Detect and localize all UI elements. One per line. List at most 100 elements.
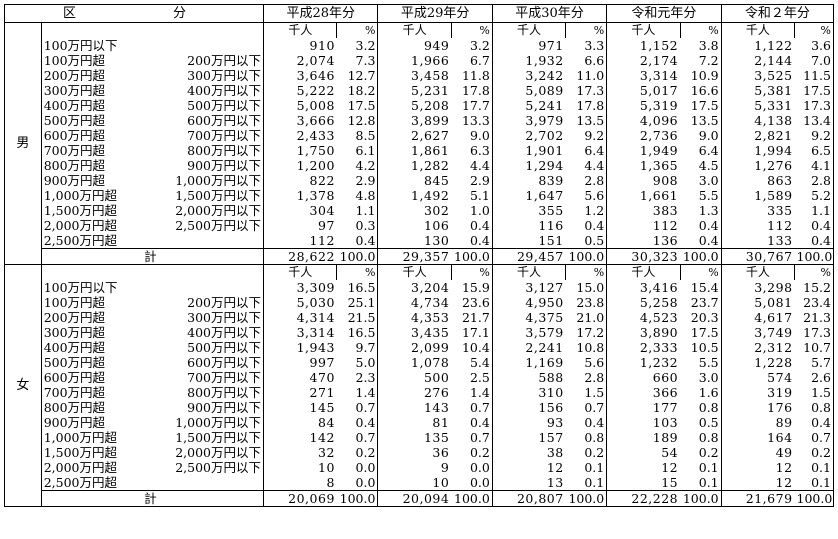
- count-cell: 176: [767, 400, 793, 415]
- table-row: 200万円超 300万円以下 4,314 21.5 4,353 21.7 4,375 21.0…: [5, 310, 834, 325]
- percent-cell: 17.3: [794, 98, 834, 113]
- percent-cell: 17.8: [451, 83, 493, 98]
- unit-count-label: 千人: [492, 22, 567, 38]
- income-bracket-label: 200万円超 300万円以下: [41, 310, 265, 325]
- bracket-upper: 200万円以下: [187, 295, 262, 310]
- count-cell: 3,242: [525, 68, 564, 83]
- percent-cell: 6.1: [336, 143, 379, 158]
- unit-pct-label: %: [565, 264, 608, 280]
- percent-cell: 6.6: [565, 53, 608, 68]
- percent-cell: 10.8: [565, 340, 608, 355]
- income-bracket-label: 800万円超 900万円以下: [41, 158, 265, 173]
- percent-cell: 0.4: [794, 415, 834, 430]
- header-year-3: 平成30年分: [492, 4, 608, 23]
- percent-cell: 12.7: [336, 68, 379, 83]
- percent-cell: 1.4: [336, 385, 379, 400]
- count-cell: 3,314: [296, 325, 335, 340]
- count-cell: 93: [546, 415, 564, 430]
- bracket-lower: 800万円超: [43, 400, 106, 415]
- percent-cell: 0.4: [451, 233, 493, 249]
- percent-cell: 10.9: [680, 68, 722, 83]
- bracket-lower: 400万円超: [43, 340, 106, 355]
- bracket-lower: 800万円超: [43, 158, 106, 173]
- total-label: 計: [41, 248, 265, 265]
- table-row: 100万円以下 910 3.2 949 3.2 971 3.3 1,152 3.8 1,122 3.…: [5, 38, 834, 53]
- percent-cell: 23.4: [794, 295, 834, 310]
- count-cell: 2,099: [411, 340, 450, 355]
- count-cell: 271: [309, 385, 335, 400]
- bracket-lower: 100万円超: [43, 295, 106, 310]
- count-cell: 89: [775, 415, 793, 430]
- count-cell: 143: [423, 400, 450, 415]
- unit-pct-label: %: [565, 22, 608, 38]
- percent-cell: 4.4: [451, 158, 493, 173]
- count-cell: 3,298: [754, 280, 793, 295]
- percent-cell: 16.5: [336, 325, 379, 340]
- percent-cell: 6.7: [451, 53, 493, 68]
- count-cell: 1,932: [525, 53, 564, 68]
- count-cell: 3,579: [525, 325, 564, 340]
- count-cell: 1,228: [754, 355, 793, 370]
- percent-cell: 17.2: [565, 325, 608, 340]
- percent-cell: 1.5: [794, 385, 834, 400]
- bracket-lower: 500万円超: [43, 113, 106, 128]
- income-bracket-label: 500万円超 600万円以下: [41, 113, 265, 128]
- bracket-upper: 2,500万円以下: [175, 218, 262, 233]
- count-cell: 97: [318, 218, 335, 233]
- count-cell: 2,241: [525, 340, 564, 355]
- count-cell: 3,646: [296, 68, 335, 83]
- bracket-lower: 2,000万円超: [43, 460, 117, 475]
- count-cell: 156: [538, 400, 564, 415]
- count-cell: 1,365: [639, 158, 679, 173]
- count-cell: 12: [775, 460, 793, 475]
- bracket-upper: 400万円以下: [187, 83, 262, 98]
- bracket-upper: 300万円以下: [187, 68, 262, 83]
- header-year-2: 平成29年分: [377, 4, 493, 23]
- percent-cell: 15.4: [680, 280, 722, 295]
- bracket-lower: 1,500万円超: [43, 445, 117, 460]
- count-cell: 3,127: [525, 280, 564, 295]
- total-count-cell: 29,457: [492, 248, 566, 265]
- percent-cell: 0.3: [336, 218, 379, 233]
- table-row: 900万円超 1,000万円以下 822 2.9 845 2.9 839 2.8 908 3.0 8…: [5, 173, 834, 188]
- bracket-lower: 1,000万円超: [43, 430, 117, 445]
- percent-cell: 5.7: [794, 355, 834, 370]
- income-bracket-label: 100万円以下: [41, 38, 265, 53]
- total-percent-cell: 100.0: [680, 248, 722, 265]
- percent-cell: 8.5: [336, 128, 379, 143]
- percent-cell: 0.8: [680, 400, 722, 415]
- percent-cell: 5.1: [451, 188, 493, 203]
- percent-cell: 13.5: [680, 113, 722, 128]
- percent-cell: 10.7: [794, 340, 834, 355]
- percent-cell: 0.2: [336, 445, 379, 460]
- count-cell: 4,096: [639, 113, 679, 128]
- percent-cell: 0.0: [451, 460, 493, 475]
- percent-cell: 0.1: [565, 460, 608, 475]
- percent-cell: 0.5: [565, 233, 608, 249]
- unit-count-label: 千人: [606, 22, 681, 38]
- income-bracket-label: 700万円超 800万円以下: [41, 385, 265, 400]
- percent-cell: 0.4: [680, 218, 722, 233]
- income-bracket-label: 500万円超 600万円以下: [41, 355, 265, 370]
- percent-cell: 2.9: [336, 173, 379, 188]
- count-cell: 660: [652, 370, 679, 385]
- percent-cell: 0.5: [680, 415, 722, 430]
- percent-cell: 12.8: [336, 113, 379, 128]
- count-cell: 1,276: [754, 158, 793, 173]
- percent-cell: 1.4: [451, 385, 493, 400]
- count-cell: 5,331: [754, 98, 793, 113]
- table-row: 800万円超 900万円以下 145 0.7 143 0.7 156 0.7 177 0.8 176…: [5, 400, 834, 415]
- bracket-upper: 500万円以下: [187, 98, 262, 113]
- total-percent-cell: 100.0: [680, 490, 722, 507]
- percent-cell: 15.9: [451, 280, 493, 295]
- bracket-lower: 700万円超: [43, 385, 106, 400]
- bracket-lower: 100万円以下: [43, 38, 118, 53]
- count-cell: 38: [546, 445, 564, 460]
- percent-cell: 1.1: [336, 203, 379, 218]
- count-cell: 84: [318, 415, 335, 430]
- count-cell: 310: [538, 385, 564, 400]
- count-cell: 5,030: [296, 295, 335, 310]
- percent-cell: 5.6: [565, 355, 608, 370]
- bracket-lower: 600万円超: [43, 370, 106, 385]
- sex-label: 女: [4, 264, 42, 507]
